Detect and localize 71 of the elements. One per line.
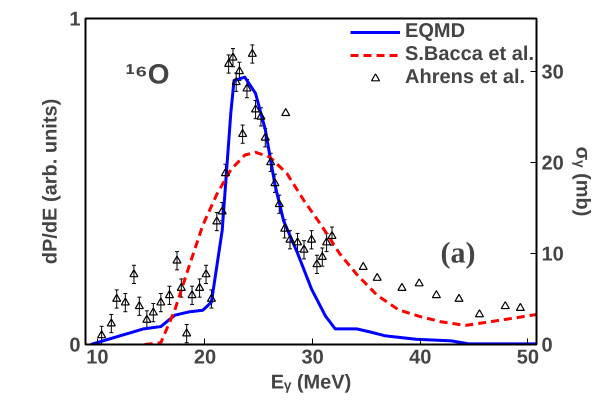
- y2-tick-label: 0: [542, 334, 553, 356]
- point: [280, 224, 290, 232]
- legend-label: EQMD: [405, 20, 466, 43]
- point: [120, 297, 130, 306]
- y2-tick-label: 10: [542, 243, 564, 266]
- point: [266, 157, 276, 166]
- point: [372, 272, 382, 281]
- y-axis-title: dP/dE (arb. units): [39, 98, 62, 264]
- point: [134, 301, 144, 310]
- point: [142, 314, 152, 323]
- x-tick-label: 40: [409, 346, 432, 368]
- point: [228, 52, 238, 61]
- point: [414, 278, 424, 286]
- point: [500, 301, 510, 310]
- point: [285, 234, 295, 243]
- point: [242, 83, 252, 92]
- point: [318, 252, 327, 260]
- point: [299, 244, 309, 253]
- x-axis-title: Eᵧ (MeV): [270, 372, 352, 394]
- x-tick-label: 10: [86, 346, 108, 368]
- point: [312, 259, 322, 268]
- point: [206, 294, 216, 302]
- y2-tick-label: 30: [542, 61, 564, 84]
- x-tick-label: 50: [516, 346, 540, 368]
- point: [187, 290, 197, 298]
- point: [238, 128, 248, 138]
- point: [306, 234, 316, 243]
- point: [232, 77, 241, 86]
- line-series: [143, 150, 536, 344]
- point: [218, 206, 227, 214]
- point: [292, 237, 302, 246]
- point: [164, 290, 174, 298]
- point: [516, 302, 525, 311]
- point: [194, 282, 204, 291]
- x-tick-label: 30: [301, 346, 324, 368]
- x-tick-label: 20: [194, 346, 216, 368]
- point: [106, 318, 116, 326]
- point: [358, 262, 368, 270]
- point: [172, 256, 182, 264]
- point: [220, 168, 230, 176]
- point: [260, 132, 270, 141]
- point: [201, 269, 211, 278]
- point: [250, 104, 260, 112]
- y-tick-label: 1: [69, 8, 80, 30]
- point: [322, 237, 332, 246]
- point: [327, 230, 337, 240]
- point: [474, 309, 484, 318]
- point: [248, 48, 257, 57]
- point: [256, 112, 266, 120]
- annotation: ¹⁶O: [126, 58, 170, 90]
- point: [156, 297, 166, 306]
- point: [212, 216, 222, 224]
- legend-label: Ahrens et al.: [405, 66, 526, 89]
- point: [182, 328, 192, 336]
- point: [454, 294, 464, 302]
- point: [397, 282, 407, 291]
- point: [112, 294, 122, 302]
- point: [97, 330, 106, 338]
- point: [176, 282, 186, 291]
- point: [224, 58, 234, 67]
- point: [148, 307, 158, 316]
- point: [274, 199, 284, 208]
- y2-tick-label: 20: [542, 152, 564, 174]
- point: [432, 290, 441, 298]
- point: [270, 178, 280, 186]
- point: [281, 108, 290, 116]
- y2-axis-title: σᵧ (mb): [572, 146, 594, 216]
- legend-label: S.Bacca et al.: [405, 43, 534, 66]
- annotation: (a): [440, 236, 476, 270]
- point: [234, 66, 244, 74]
- point: [129, 269, 139, 278]
